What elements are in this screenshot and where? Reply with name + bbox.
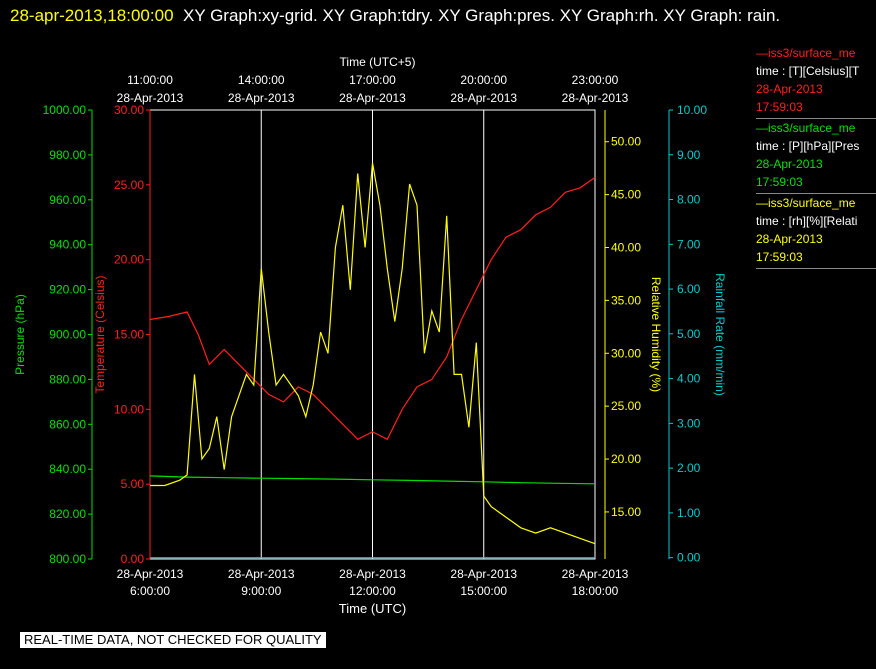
x-tick-label-bottom: 28-Apr-2013 <box>450 567 517 581</box>
x-tick-label-bottom: 9:00:00 <box>241 584 281 598</box>
x-tick-label-top: 28-Apr-2013 <box>117 91 184 105</box>
temperature-tick-label: 20.00 <box>114 253 144 267</box>
bottom-axis-title: Time (UTC) <box>339 601 406 616</box>
quality-notice: REAL-TIME DATA, NOT CHECKED FOR QUALITY <box>20 632 326 648</box>
x-tick-label-top: 11:00:00 <box>127 73 173 87</box>
x-tick-label-top: 23:00:00 <box>572 73 619 87</box>
rain-tick-label: 3.00 <box>677 416 701 430</box>
rh-tick-label: 40.00 <box>611 241 641 255</box>
x-tick-label-top: 20:00:00 <box>460 73 507 87</box>
legend-line2: time : [T][Celsius][T <box>756 64 860 78</box>
pressure-tick-label: 840.00 <box>49 462 86 476</box>
pressure-tick-label: 1000.00 <box>43 103 87 117</box>
rh-tick-label: 30.00 <box>611 346 641 360</box>
rh-tick-label: 35.00 <box>611 293 641 307</box>
legend-line3: 28-Apr-2013 <box>756 157 823 171</box>
x-tick-label-top: 14:00:00 <box>238 73 285 87</box>
pressure-tick-label: 940.00 <box>49 238 86 252</box>
temperature-tick-label: 15.00 <box>114 328 144 342</box>
chart-area: 28-Apr-2013 6:00:00 28-Apr-2013 9:00:00 28-A… <box>13 55 727 616</box>
pressure-tick-label: 900.00 <box>49 328 86 342</box>
legend-line4: 17:59:03 <box>756 250 803 264</box>
rain-tick-label: 9.00 <box>677 148 701 162</box>
rain-tick-label: 7.00 <box>677 237 701 251</box>
x-tick-label-bottom: 28-Apr-2013 <box>117 567 184 581</box>
rh-tick-label: 20.00 <box>611 452 641 466</box>
header-graph-list: XY Graph:xy-grid. XY Graph:tdry. XY Grap… <box>182 6 781 25</box>
rh-tick-label: 15.00 <box>611 505 641 519</box>
x-tick-label-top: 17:00:00 <box>349 73 396 87</box>
x-tick-label-bottom: 15:00:00 <box>460 584 507 598</box>
rain-tick-label: 2.00 <box>677 461 701 475</box>
series-line-pressure <box>149 475 596 485</box>
temperature-tick-label: 0.00 <box>121 552 145 566</box>
x-tick-label-top: 28-Apr-2013 <box>228 91 295 105</box>
pressure-tick-label: 880.00 <box>49 372 86 386</box>
rain-tick-label: 4.00 <box>677 372 701 386</box>
legend-line4: 17:59:03 <box>756 175 803 189</box>
rain-tick-label: 6.00 <box>677 282 701 296</box>
pressure-tick-label: 960.00 <box>49 193 86 207</box>
legend-panel: —iss3/surface_me time : [T][Celsius][T 28-… <box>756 44 876 269</box>
rh-tick-label: 25.00 <box>611 399 641 413</box>
series-line-relative-humidity <box>150 162 596 545</box>
rain-axis-title: Rainfall Rate (mm/min) <box>713 273 727 396</box>
x-tick-label-top: 28-Apr-2013 <box>562 91 629 105</box>
x-tick-label-bottom: 6:00:00 <box>130 584 170 598</box>
legend-line1: —iss3/surface_me <box>756 46 856 60</box>
pressure-tick-label: 860.00 <box>49 417 86 431</box>
rh-axis-title: Relative Humidity (%) <box>649 277 663 392</box>
legend-line1: —iss3/surface_me <box>756 196 856 210</box>
rain-tick-label: 1.00 <box>677 506 701 520</box>
legend-line1: —iss3/surface_me <box>756 121 856 135</box>
temperature-tick-label: 5.00 <box>121 477 145 491</box>
x-tick-label-bottom: 18:00:00 <box>572 584 619 598</box>
x-tick-label-bottom: 28-Apr-2013 <box>228 567 295 581</box>
rain-tick-label: 5.00 <box>677 327 701 341</box>
header-timestamp: 28-apr-2013,18:00:00 <box>10 6 174 25</box>
x-tick-label-top: 28-Apr-2013 <box>450 91 517 105</box>
rh-tick-label: 45.00 <box>611 188 641 202</box>
legend-line3: 28-Apr-2013 <box>756 232 823 246</box>
rain-tick-label: 10.00 <box>677 103 707 117</box>
series-line-temperature <box>149 176 596 441</box>
rh-tick-label: 50.00 <box>611 135 641 149</box>
x-tick-label-top: 28-Apr-2013 <box>339 91 406 105</box>
legend-line2: time : [rh][%][Relati <box>756 214 858 228</box>
x-tick-label-bottom: 28-Apr-2013 <box>562 567 629 581</box>
rain-tick-label: 0.00 <box>677 551 701 565</box>
legend-line2: time : [P][hPa][Pres <box>756 139 860 153</box>
chart-header: 28-apr-2013,18:00:00 XY Graph:xy-grid. X… <box>10 2 860 30</box>
rain-tick-label: 8.00 <box>677 193 701 207</box>
x-tick-label-bottom: 28-Apr-2013 <box>339 567 406 581</box>
pressure-tick-label: 980.00 <box>49 148 86 162</box>
legend-line3: 28-Apr-2013 <box>756 82 823 96</box>
legend-line4: 17:59:03 <box>756 100 803 114</box>
x-tick-label-bottom: 12:00:00 <box>349 584 396 598</box>
temperature-tick-label: 30.00 <box>114 103 144 117</box>
pressure-tick-label: 920.00 <box>49 283 86 297</box>
pressure-tick-label: 820.00 <box>49 507 86 521</box>
temperature-tick-label: 10.00 <box>114 402 144 416</box>
top-axis-title: Time (UTC+5) <box>340 55 416 69</box>
temperature-tick-label: 25.00 <box>114 178 144 192</box>
pressure-axis-title: Pressure (hPa) <box>13 294 27 375</box>
pressure-tick-label: 800.00 <box>49 552 86 566</box>
temperature-axis-title: Temperature (Celsius) <box>93 275 107 393</box>
